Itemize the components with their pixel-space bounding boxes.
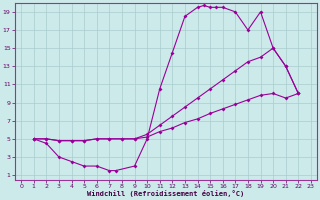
X-axis label: Windchill (Refroidissement éolien,°C): Windchill (Refroidissement éolien,°C)	[87, 190, 245, 197]
